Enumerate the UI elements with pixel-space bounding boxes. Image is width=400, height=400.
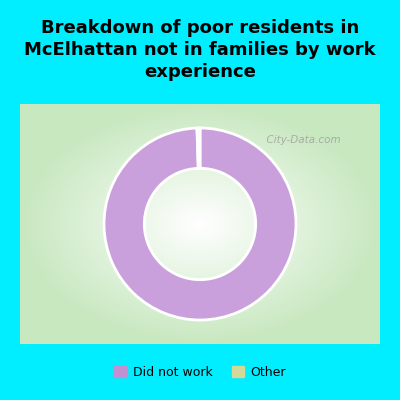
Wedge shape bbox=[104, 128, 296, 320]
Text: City-Data.com: City-Data.com bbox=[260, 135, 341, 145]
Legend: Did not work, Other: Did not work, Other bbox=[114, 366, 286, 378]
Wedge shape bbox=[197, 128, 200, 168]
Text: Breakdown of poor residents in
McElhattan not in families by work
experience: Breakdown of poor residents in McElhatta… bbox=[24, 19, 376, 81]
